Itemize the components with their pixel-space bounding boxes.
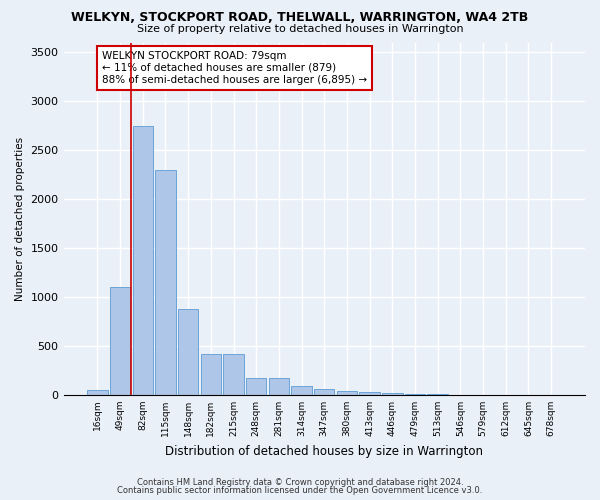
Bar	[110, 287, 130, 395]
Bar	[246, 378, 266, 395]
Bar	[87, 390, 107, 395]
Bar	[155, 170, 176, 395]
Text: Size of property relative to detached houses in Warrington: Size of property relative to detached ho…	[137, 24, 463, 34]
Text: Contains HM Land Registry data © Crown copyright and database right 2024.: Contains HM Land Registry data © Crown c…	[137, 478, 463, 487]
Bar	[337, 390, 357, 395]
Bar	[178, 309, 199, 395]
Bar	[382, 394, 403, 395]
Bar	[405, 394, 425, 395]
Bar	[269, 378, 289, 395]
Y-axis label: Number of detached properties: Number of detached properties	[15, 136, 25, 301]
Bar	[200, 354, 221, 395]
Bar	[133, 126, 153, 395]
Bar	[359, 392, 380, 395]
X-axis label: Distribution of detached houses by size in Warrington: Distribution of detached houses by size …	[165, 444, 483, 458]
Text: WELKYN STOCKPORT ROAD: 79sqm
← 11% of detached houses are smaller (879)
88% of s: WELKYN STOCKPORT ROAD: 79sqm ← 11% of de…	[102, 52, 367, 84]
Bar	[314, 388, 334, 395]
Bar	[223, 354, 244, 395]
Bar	[292, 386, 312, 395]
Text: WELKYN, STOCKPORT ROAD, THELWALL, WARRINGTON, WA4 2TB: WELKYN, STOCKPORT ROAD, THELWALL, WARRIN…	[71, 11, 529, 24]
Text: Contains public sector information licensed under the Open Government Licence v3: Contains public sector information licen…	[118, 486, 482, 495]
